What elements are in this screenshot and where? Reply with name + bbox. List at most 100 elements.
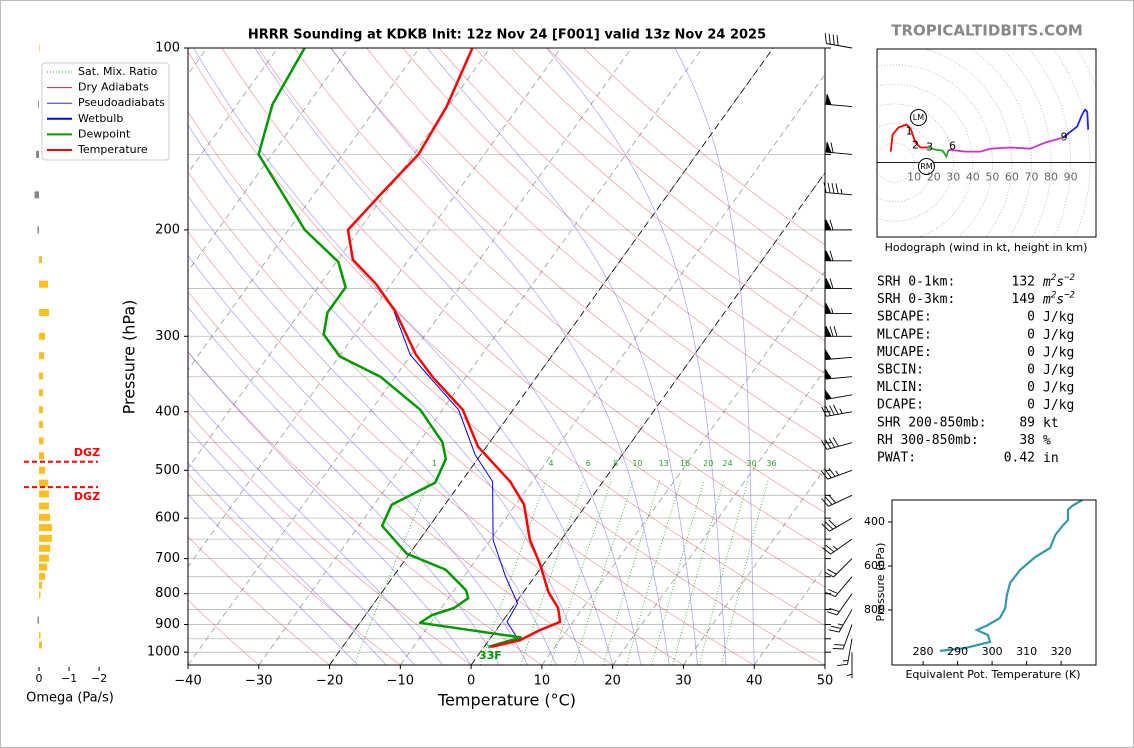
pseudoadiabat: [188, 428, 415, 665]
stat-unit-part: in: [1043, 451, 1059, 466]
stat-unit-part: J/kg: [1043, 398, 1074, 413]
omega-tick-label: −1: [61, 672, 77, 685]
thetae-y-tick-label: 800: [864, 603, 885, 616]
wind-barb: [825, 94, 853, 108]
hodograph-tick-label: 60: [1005, 171, 1019, 184]
omega-bar: [37, 616, 40, 624]
omega-tick-label: 0: [36, 672, 43, 685]
hodograph-tick-label: 20: [927, 171, 941, 184]
stat-unit: kt: [1043, 415, 1059, 430]
hodograph-frame: [876, 48, 1097, 238]
site-name: TROPICALTIDBITS.COM: [891, 22, 1083, 40]
dry-adiabat: [188, 412, 472, 665]
storm-motion-marker: [909, 109, 927, 127]
y-tick-label: 400: [155, 404, 180, 419]
stat-unit: m2s−2: [1042, 273, 1075, 290]
omega-bar: [36, 150, 40, 158]
profile-line: [346, 48, 562, 649]
stat-value: 0.42: [1004, 451, 1035, 466]
pseudoadiabat: [188, 124, 585, 665]
pseudoadiabat: [188, 306, 500, 665]
mixing-ratio-line: [520, 480, 585, 665]
y-tick-label: 100: [155, 41, 180, 56]
wind-barb: [820, 467, 853, 480]
x-tick-label: 30: [675, 674, 692, 689]
mixing-ratio-line: [721, 480, 769, 665]
x-axis-label: Temperature (°C): [437, 691, 576, 710]
wind-barb: [823, 182, 853, 196]
pseudoadiabat: [188, 391, 444, 665]
stat-unit-part: 2: [1051, 273, 1056, 283]
wind-barb: [824, 389, 853, 400]
omega-bar: [38, 100, 40, 108]
omega-bar: [39, 591, 41, 599]
stat-label: SHR 200-850mb:: [877, 415, 987, 430]
stat-unit: %: [1043, 433, 1051, 448]
hodograph-tick-label: 80: [1044, 171, 1058, 184]
stat-unit-part: %: [1043, 433, 1051, 448]
stat-label: SBCIN:: [877, 363, 924, 378]
dry-adiabat: [188, 171, 755, 665]
thetae-area: [939, 500, 1083, 652]
dry-adiabat: [438, 48, 825, 374]
legend-label: Pseudoadiabats: [78, 96, 165, 109]
stat-unit-part: s: [1056, 292, 1064, 307]
hodograph-tick-label: 40: [966, 171, 980, 184]
dry-adiabat: [510, 48, 825, 309]
pseudoadiabat: [188, 254, 529, 665]
pseudoadiabat: [330, 48, 670, 665]
stat-value: 0: [1027, 380, 1035, 395]
legend-label: Sat. Mix. Ratio: [78, 65, 158, 78]
highlight-isotherm: [470, 172, 825, 665]
stat-unit-part: s: [1056, 275, 1064, 290]
dry-adiabat: [188, 231, 684, 665]
legend-box: [41, 62, 170, 161]
hodograph-area: 12 3 6 9 LM RM: [877, 49, 1096, 237]
x-tick-label: 10: [534, 674, 551, 689]
stat-unit-part: −2: [1064, 290, 1075, 300]
isotherm: [188, 48, 349, 272]
mixing-ratio-label: 10: [632, 459, 642, 468]
height-label: 6: [949, 140, 956, 153]
mixing-ratio-label: 8: [613, 459, 618, 468]
isotherm: [188, 48, 491, 469]
thetae-x-tick-label: 320: [1051, 645, 1072, 658]
dry-adiabat: [188, 599, 260, 665]
wind-barb: [824, 33, 853, 49]
stat-unit-part: kt: [1043, 415, 1059, 430]
omega-bar: [39, 572, 46, 580]
mixing-ratio-line: [699, 480, 749, 665]
legend-label: Dry Adiabats: [78, 81, 149, 94]
stat-label: PWAT:: [877, 451, 916, 466]
wind-barb: [825, 250, 853, 262]
stat-label: SRH 0-1km:: [877, 275, 955, 290]
isotherm: [188, 48, 632, 665]
dry-adiabat: [294, 48, 825, 514]
wind-barb: [821, 494, 853, 507]
omega-tick-label: −2: [91, 672, 107, 685]
thetae-x-tick-label: 290: [947, 645, 968, 658]
omega-axis-label: Omega (Pa/s): [26, 691, 114, 706]
thetae-x-tick-label: 300: [982, 645, 1003, 658]
thetae-x-label: Equivalent Pot. Temperature (K): [905, 668, 1080, 681]
dgz-label: DGZ: [74, 490, 100, 503]
x-tick-label: 0: [467, 674, 475, 689]
hodograph-tick-label: 30: [946, 171, 960, 184]
dry-adiabat: [257, 48, 825, 550]
surface-label: 33F: [479, 649, 502, 662]
dry-adiabat: [188, 473, 401, 665]
pseudoadiabat: [426, 48, 698, 665]
dry-adiabat: [188, 111, 825, 665]
thetae-y-label: Pressure (hPa): [874, 543, 887, 622]
stat-label: MLCAPE:: [877, 327, 932, 342]
wind-barb: [825, 326, 853, 337]
mixing-ratio-label: 30: [747, 459, 757, 468]
y-tick-label: 200: [155, 222, 180, 237]
stat-value: 89: [1019, 415, 1035, 430]
omega-bar: [39, 563, 48, 571]
omega-bar: [39, 534, 52, 542]
x-tick-label: 40: [746, 674, 763, 689]
stat-value: 0: [1027, 327, 1035, 342]
